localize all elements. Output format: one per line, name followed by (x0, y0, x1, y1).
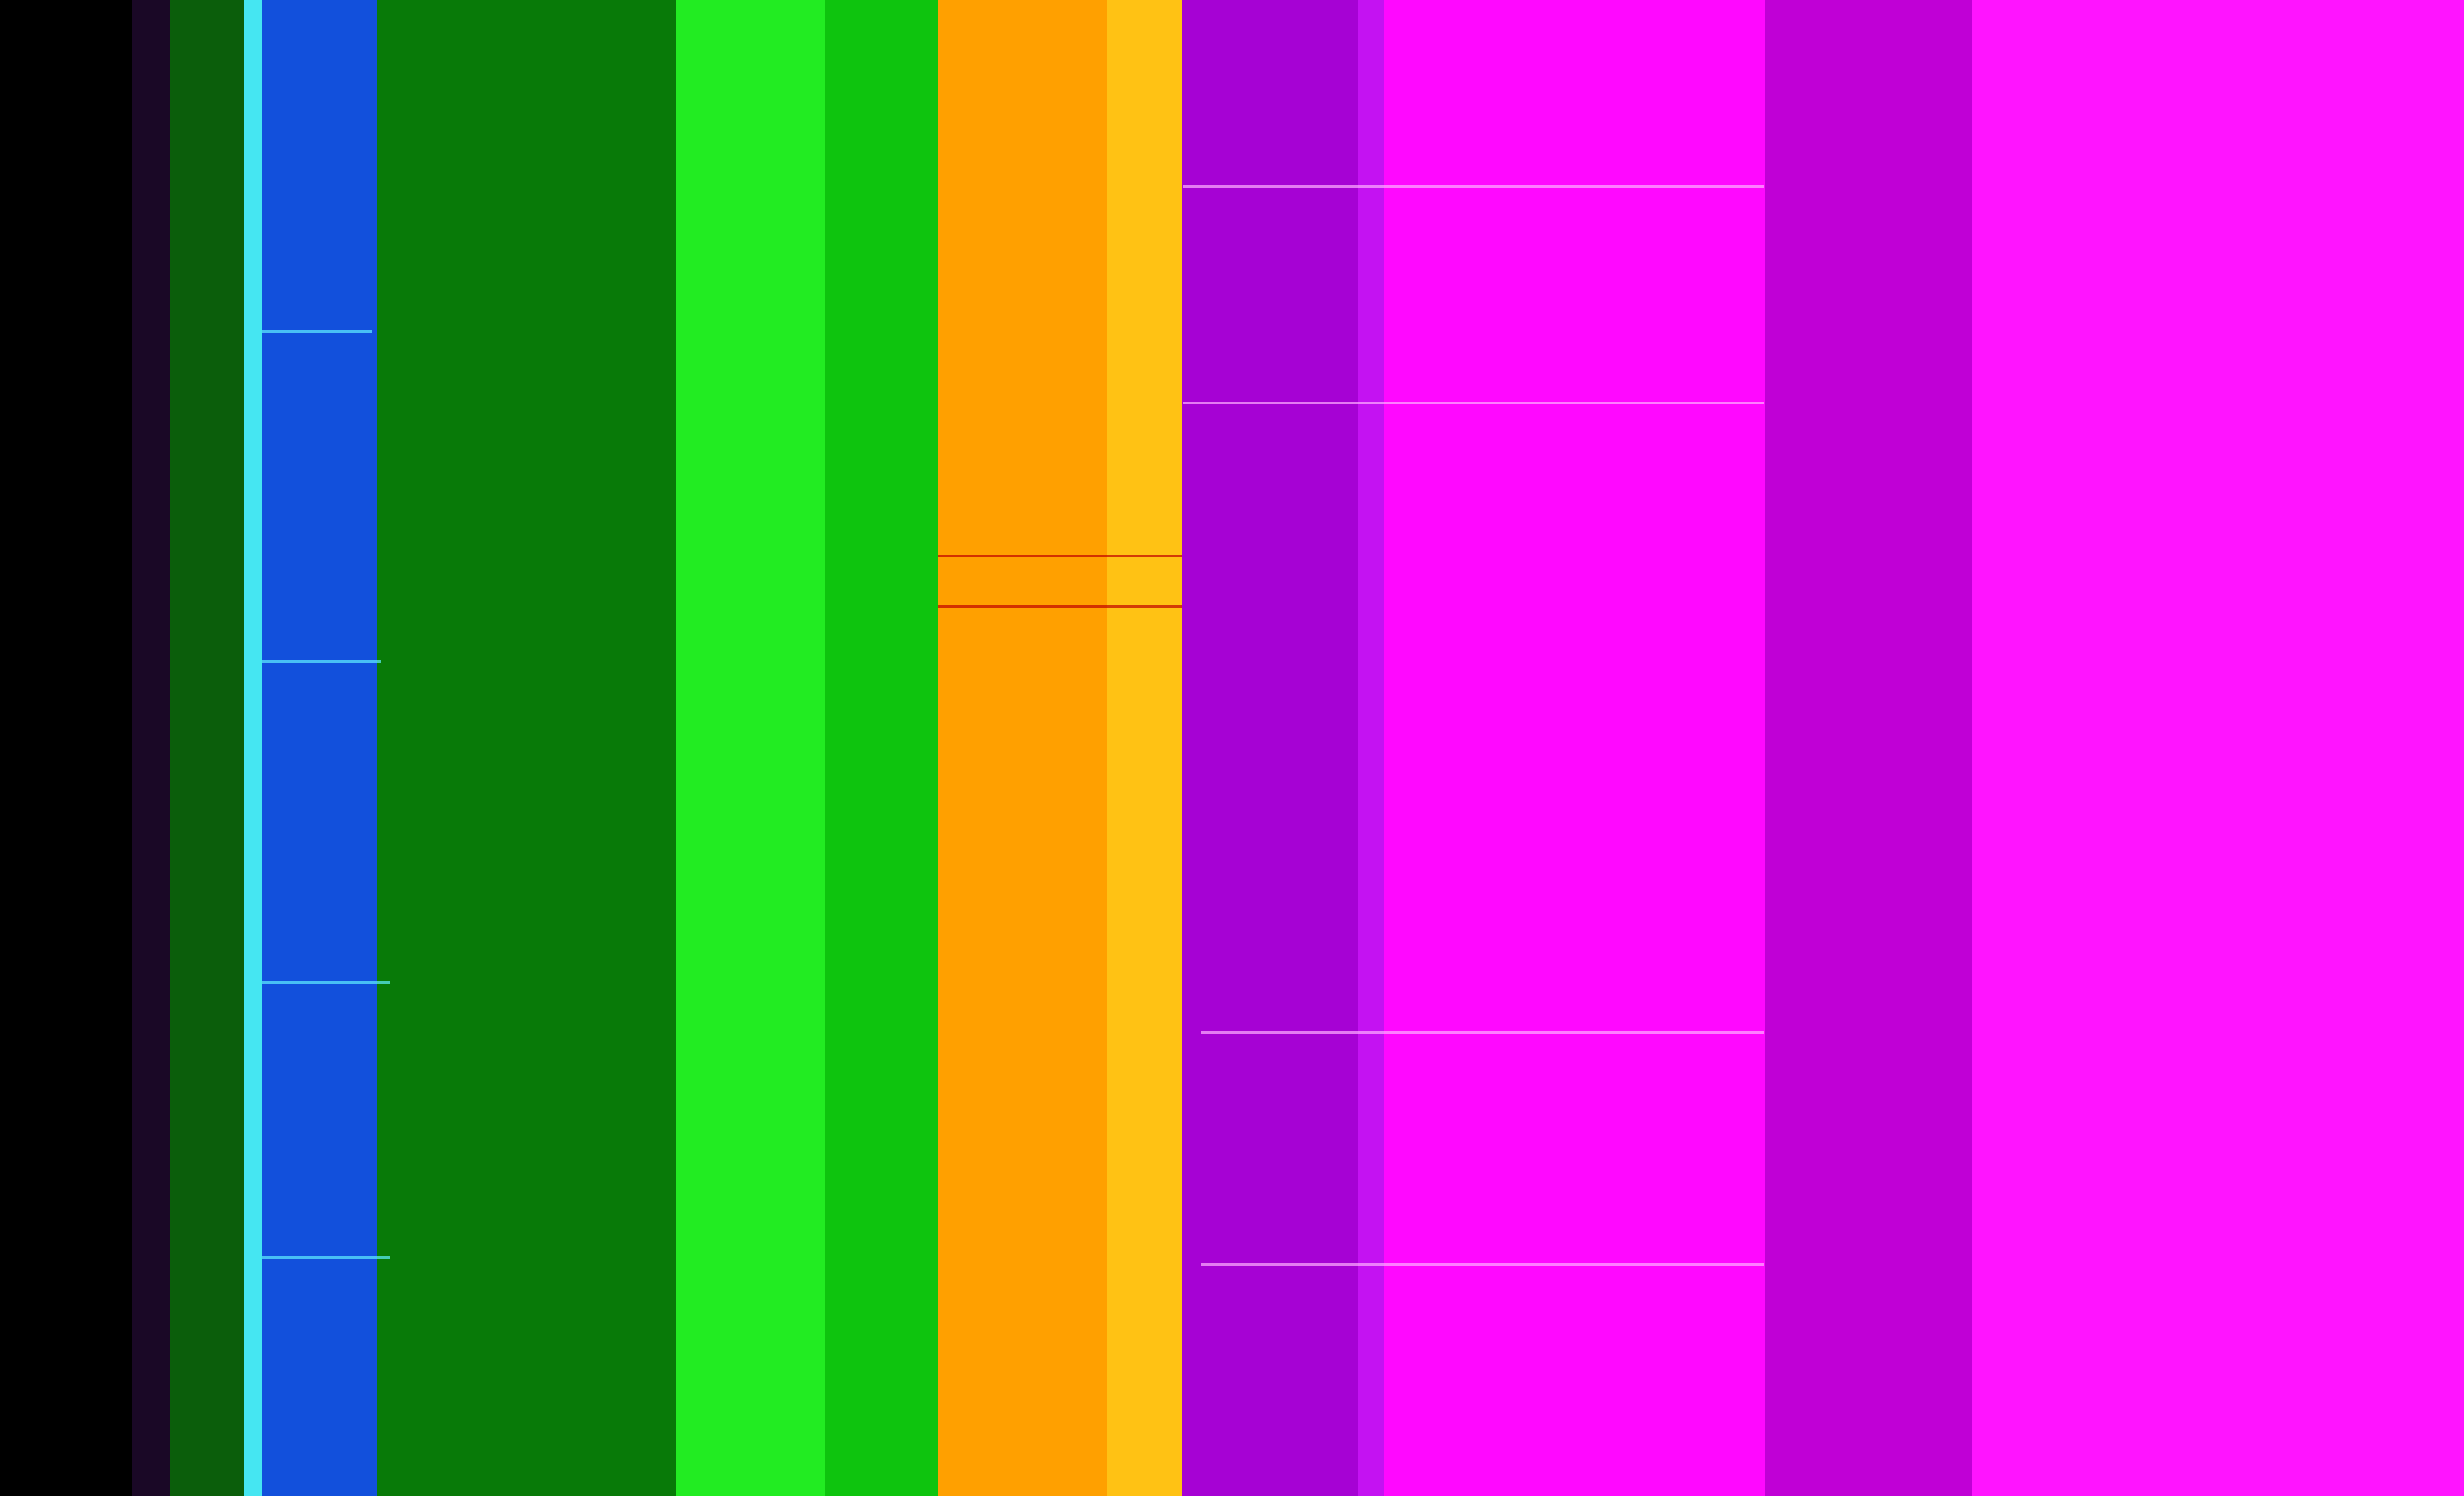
streak (262, 660, 381, 663)
streak (1201, 1031, 1764, 1034)
band (1358, 0, 1384, 1496)
band (262, 0, 377, 1496)
band (1765, 0, 1972, 1496)
band (132, 0, 170, 1496)
band (676, 0, 825, 1496)
band (377, 0, 676, 1496)
band (170, 0, 244, 1496)
streak (262, 330, 372, 333)
streak (938, 555, 1182, 557)
streak (1182, 402, 1764, 404)
band (938, 0, 1107, 1496)
streak (1201, 1263, 1764, 1266)
streak (262, 981, 390, 984)
band (1972, 0, 2464, 1496)
streak (938, 605, 1182, 608)
streak (262, 1256, 390, 1259)
band (0, 0, 132, 1496)
band (1182, 0, 1358, 1496)
band (244, 0, 262, 1496)
band (1107, 0, 1182, 1496)
band (1384, 0, 1765, 1496)
band (825, 0, 938, 1496)
streak (1182, 185, 1764, 188)
